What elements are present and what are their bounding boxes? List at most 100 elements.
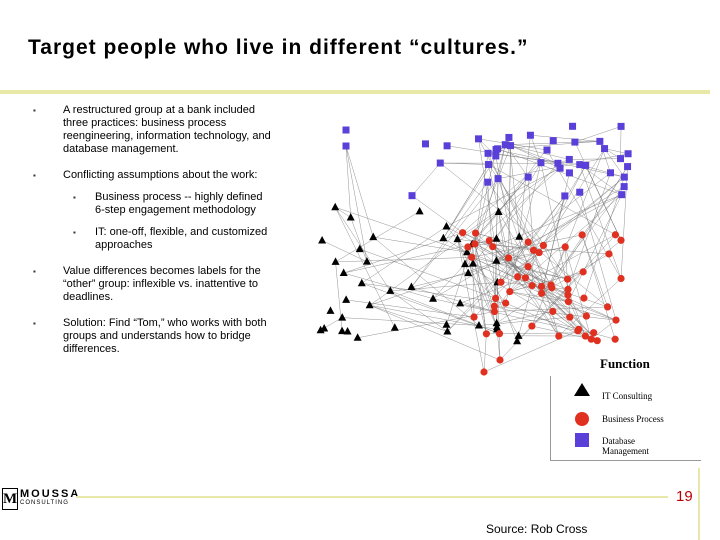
database-node	[617, 122, 625, 130]
network-edge	[500, 252, 540, 283]
it-consulting-node	[355, 244, 364, 253]
network-edge	[568, 194, 622, 302]
network-edge	[462, 162, 542, 233]
page-number: 19	[676, 488, 693, 505]
it-consulting-node	[415, 206, 424, 215]
it-consulting-node	[338, 313, 347, 321]
it-consulting-node	[386, 286, 395, 294]
network-edge	[462, 232, 568, 280]
business-process-node	[524, 262, 532, 271]
database-node	[342, 142, 350, 150]
network-edge	[581, 234, 616, 340]
network-edge	[457, 239, 485, 373]
network-edge	[508, 145, 511, 258]
network-edge	[496, 194, 622, 261]
network-edge	[567, 172, 611, 290]
network-edge	[574, 126, 622, 143]
bullet-marker: ▪	[73, 228, 76, 237]
network-edge	[531, 250, 534, 286]
network-edge	[565, 246, 592, 340]
database-node	[576, 161, 584, 169]
network-edge	[574, 142, 622, 241]
business-process-node	[590, 329, 598, 337]
bullet-text: Solution: Find “Tom,” who works with bot…	[63, 317, 267, 355]
database-node	[526, 131, 534, 139]
database-node	[549, 137, 557, 145]
company-logo: M MOUSSA CONSULTING	[0, 486, 80, 510]
it-consulting-node	[331, 257, 340, 265]
network-edge	[496, 238, 552, 286]
business-process-node	[502, 299, 510, 307]
network-edge	[528, 266, 598, 341]
database-node	[421, 140, 429, 148]
network-edge	[487, 153, 534, 251]
network-edge	[345, 145, 374, 238]
it-consulting-node	[464, 268, 473, 277]
database-node	[618, 191, 626, 199]
network-edge	[411, 272, 469, 288]
bullet-marker: ▪	[73, 193, 76, 202]
database-node	[342, 126, 350, 134]
it-consulting-node	[456, 298, 465, 307]
bullet-marker: ▪	[33, 106, 36, 115]
business-process-node	[471, 240, 479, 248]
business-process-node	[547, 281, 555, 289]
business-process-node	[514, 273, 522, 281]
network-edge	[591, 319, 617, 340]
network-edge	[525, 165, 586, 278]
network-edge	[468, 272, 496, 299]
it-consulting-node	[439, 233, 448, 242]
logo-subname: CONSULTING	[20, 500, 69, 506]
network-edge	[574, 141, 600, 143]
network-edge	[488, 164, 568, 280]
legend-title: Function	[600, 356, 650, 371]
network-edge	[567, 289, 586, 337]
network-edge	[322, 240, 368, 262]
network-edge	[440, 162, 489, 165]
bullet-item: ▪ Value differences becomes labels for th…	[28, 265, 273, 304]
bullet-marker: ▪	[33, 171, 36, 180]
business-process-node	[580, 294, 588, 302]
database-node	[484, 178, 492, 186]
network-edge	[474, 243, 498, 330]
network-edge	[390, 290, 448, 332]
square-icon	[575, 433, 589, 447]
database-node	[556, 164, 564, 172]
network-edge	[460, 303, 495, 312]
circle-icon	[575, 412, 589, 426]
network-edge	[447, 241, 529, 332]
business-process-node	[464, 243, 472, 251]
it-consulting-node	[442, 320, 451, 328]
footer-divider	[76, 496, 668, 498]
slide-title: Target people who live in different “cul…	[28, 36, 529, 59]
legend-label-bp: Business Process	[602, 414, 664, 424]
it-consulting-node	[492, 256, 501, 264]
business-process-node	[482, 330, 490, 338]
network-edge	[509, 194, 622, 292]
network-edge	[462, 232, 529, 267]
network-edge	[390, 211, 499, 292]
network-edge	[496, 238, 598, 341]
network-edge	[335, 207, 395, 328]
business-process-node	[537, 289, 546, 297]
it-consulting-node	[353, 333, 362, 341]
network-edge	[411, 178, 499, 288]
network-edge	[541, 286, 617, 321]
network-edge	[519, 135, 531, 237]
network-edge	[583, 240, 622, 273]
network-edge	[538, 148, 605, 253]
database-node	[436, 159, 444, 167]
network-edge	[440, 162, 544, 246]
network-edge	[478, 138, 540, 253]
legend: Function IT Consulting Business Process …	[550, 356, 701, 461]
network-edge	[447, 282, 498, 332]
business-process-node	[563, 275, 572, 283]
network-edge	[579, 164, 622, 279]
business-process-node	[492, 294, 500, 302]
business-process-node	[612, 316, 620, 324]
database-node	[492, 152, 500, 160]
network-edge	[496, 311, 553, 324]
network-edge	[457, 239, 469, 274]
it-consulting-node	[462, 247, 471, 256]
network-edge	[464, 178, 499, 265]
